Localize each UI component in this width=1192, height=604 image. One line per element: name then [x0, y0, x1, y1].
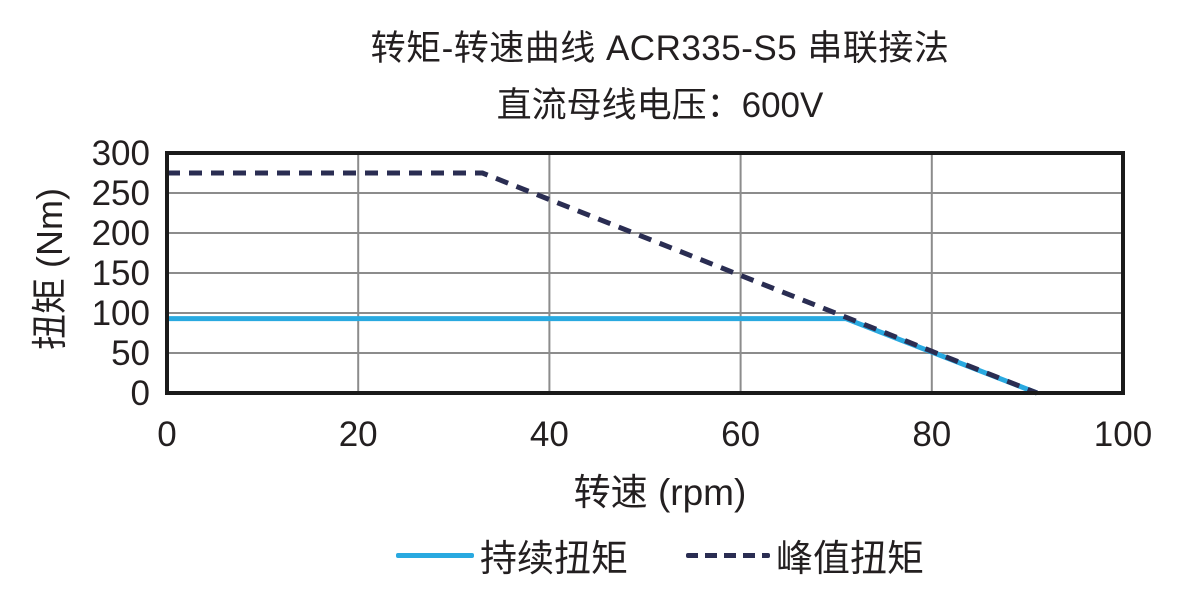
- x-tick-label-60: 60: [721, 415, 760, 454]
- legend-item-peak-torque: 峰值扭矩: [686, 528, 924, 582]
- peak-torque-line-swatch: [686, 552, 770, 558]
- x-tick-label-100: 100: [1094, 415, 1152, 454]
- y-tick-label-0: 0: [131, 374, 150, 413]
- y-tick-label-200: 200: [92, 214, 150, 253]
- x-tick-label-80: 80: [912, 415, 951, 454]
- series-line-peak-torque: [167, 170, 1038, 396]
- y-tick-label-250: 250: [92, 174, 150, 213]
- series-line-continuous-torque: [167, 316, 1038, 396]
- x-tick-label-40: 40: [530, 415, 569, 454]
- x-axis-label: 转速 (rpm): [573, 472, 747, 513]
- plot-border: [165, 151, 1125, 395]
- legend-label-peak-torque: 峰值扭矩: [776, 538, 924, 579]
- x-tick-label-20: 20: [339, 415, 378, 454]
- continuous-torque-line-swatch: [396, 552, 474, 558]
- y-axis-label: 扭矩 (Nm): [29, 188, 70, 350]
- legend: 持续扭矩 峰值扭矩: [128, 528, 1192, 582]
- legend-item-continuous-torque: 持续扭矩: [396, 528, 628, 582]
- y-tick-label-300: 300: [92, 134, 150, 173]
- chart-subtitle: 直流母线电压：600V: [496, 86, 824, 125]
- chart-title: 转矩-转速曲线 ACR335-S5 串联接法: [370, 29, 950, 68]
- y-tick-label-100: 100: [92, 294, 150, 333]
- y-tick-label-50: 50: [111, 334, 150, 373]
- legend-label-continuous-torque: 持续扭矩: [480, 538, 628, 579]
- x-tick-label-0: 0: [157, 415, 176, 454]
- y-tick-label-150: 150: [92, 254, 150, 293]
